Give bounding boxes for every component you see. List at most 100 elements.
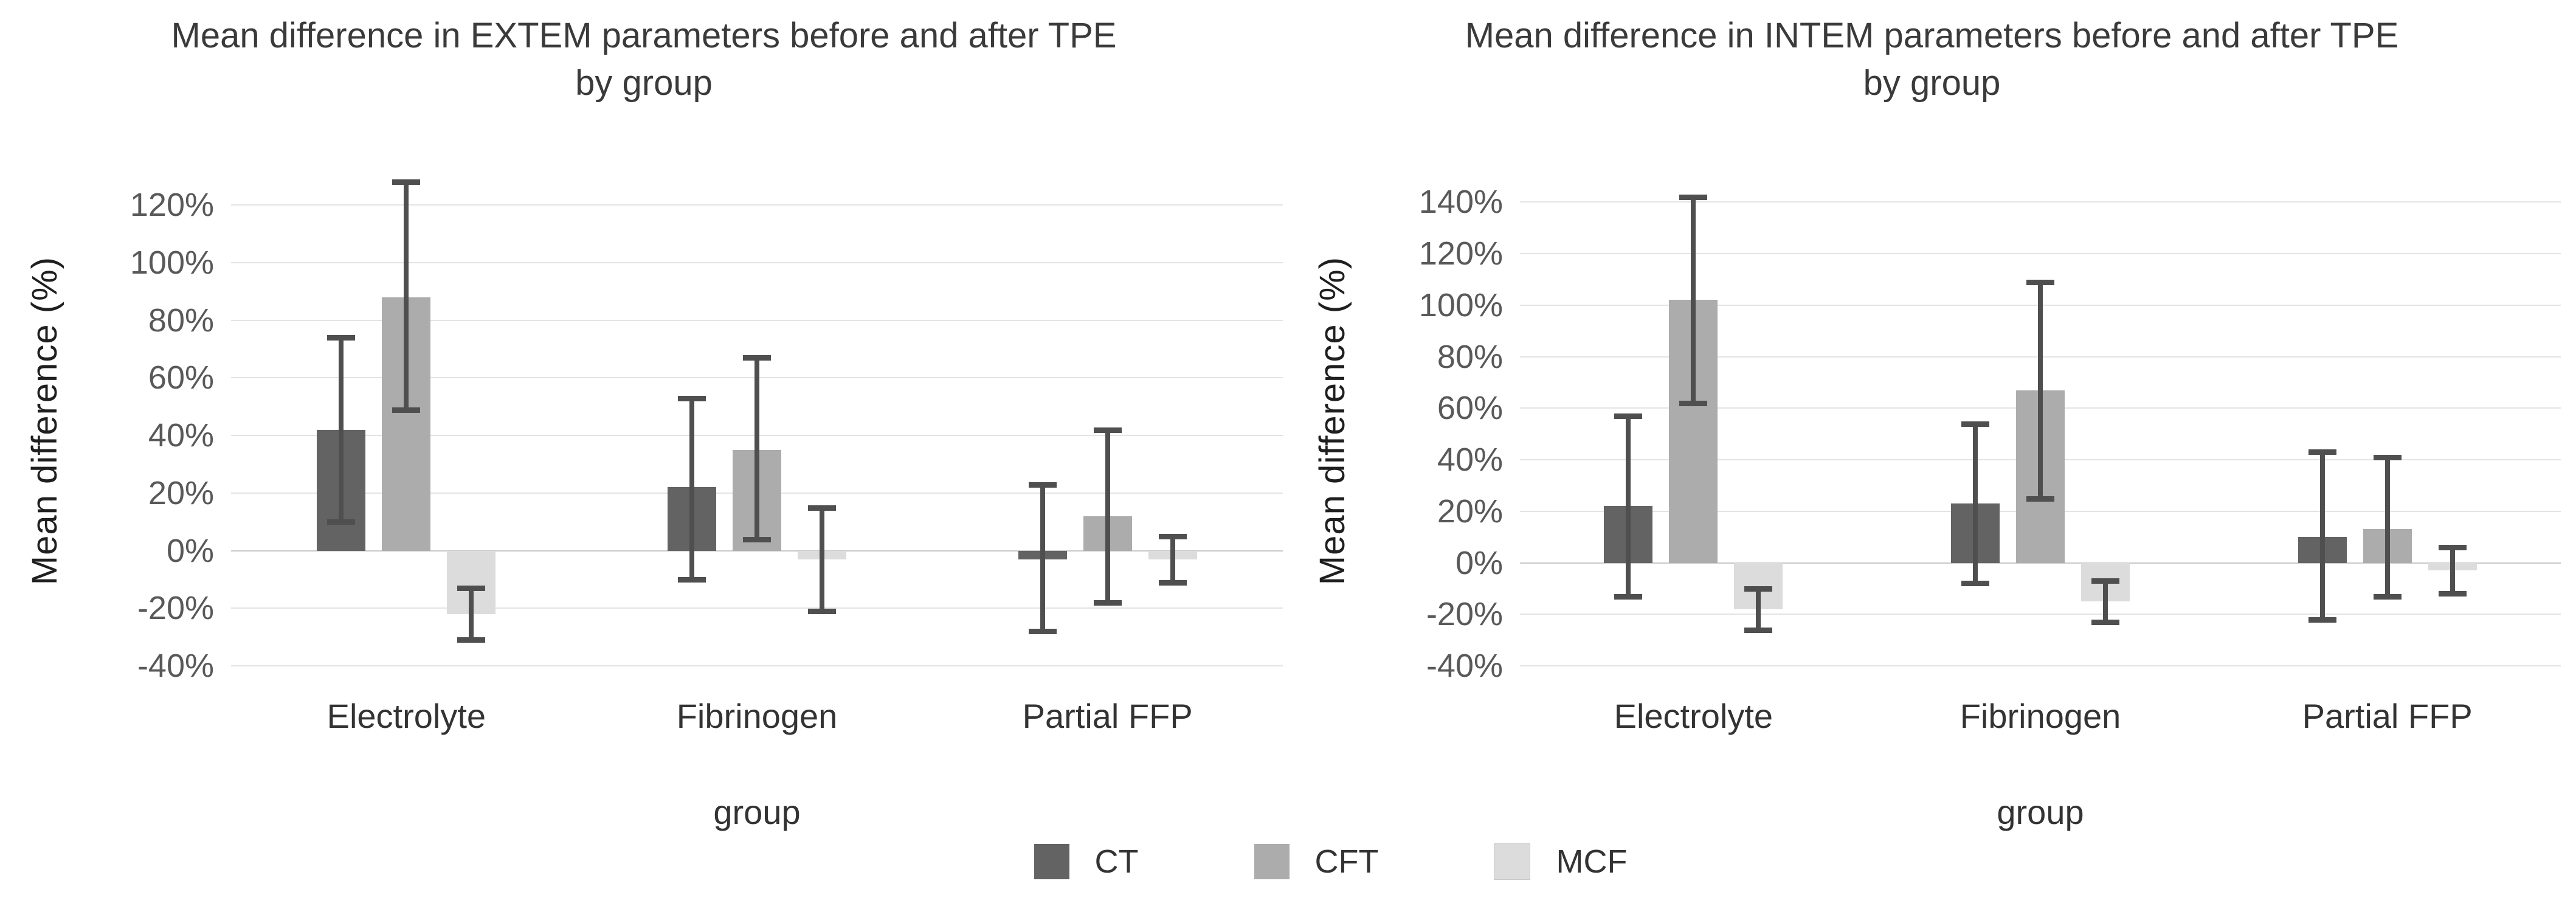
y-tick-label: 80% bbox=[148, 302, 214, 339]
error-bar-cap bbox=[1093, 600, 1122, 606]
error-bar-cap bbox=[457, 586, 486, 592]
plot-area bbox=[231, 176, 1283, 666]
error-bar bbox=[2319, 452, 2325, 620]
category-label: Fibrinogen bbox=[1960, 697, 2121, 735]
category-label: Partial FFP bbox=[2302, 697, 2473, 735]
legend-item-ct: CT bbox=[1034, 843, 1139, 880]
plot-area bbox=[1520, 176, 2561, 666]
error-bar bbox=[1756, 588, 1761, 630]
error-bar bbox=[1105, 429, 1110, 603]
gridline bbox=[231, 665, 1283, 666]
error-bar-cap bbox=[808, 609, 836, 615]
legend: CT CFT MCF bbox=[85, 843, 2576, 880]
error-bar-cap bbox=[327, 335, 356, 341]
error-bar bbox=[820, 507, 824, 612]
y-tick-label: 20% bbox=[148, 474, 214, 511]
error-bar bbox=[1170, 536, 1175, 583]
legend-item-mcf: MCF bbox=[1494, 843, 1627, 880]
y-tick-label: 100% bbox=[1418, 286, 1503, 323]
error-bar-cap bbox=[743, 536, 771, 542]
gridline bbox=[1520, 253, 2561, 255]
chart-title-line1: Mean difference in INTEM parameters befo… bbox=[1465, 16, 2399, 55]
chart-title-line2: by group bbox=[575, 63, 713, 103]
extem-chart: Mean difference in EXTEM parameters befo… bbox=[0, 0, 1288, 833]
gridline bbox=[1520, 665, 2561, 666]
chart-title: Mean difference in EXTEM parameters befo… bbox=[0, 12, 1288, 107]
error-bar bbox=[754, 358, 759, 539]
ct-swatch-icon bbox=[1034, 844, 1069, 879]
gridline bbox=[1520, 614, 2561, 615]
y-tick-label: 80% bbox=[1437, 338, 1503, 375]
error-bar bbox=[689, 398, 694, 579]
error-bar bbox=[339, 337, 344, 522]
gridline bbox=[1520, 201, 2561, 203]
cft-swatch-icon bbox=[1254, 844, 1290, 879]
error-bar-cap bbox=[2091, 578, 2119, 584]
category-label: Electrolyte bbox=[326, 697, 486, 735]
error-bar-cap bbox=[2438, 545, 2467, 551]
x-axis-title: group bbox=[713, 793, 801, 831]
gridline bbox=[231, 262, 1283, 264]
error-bar-cap bbox=[392, 179, 421, 185]
gridline bbox=[231, 607, 1283, 609]
error-bar-cap bbox=[2308, 617, 2336, 623]
error-bar bbox=[2384, 457, 2390, 597]
error-bar bbox=[1973, 423, 1978, 584]
y-tick-label: 0% bbox=[1455, 544, 1503, 581]
error-bar-cap bbox=[392, 407, 421, 413]
legend-label-mcf: MCF bbox=[1556, 843, 1628, 880]
error-bar-cap bbox=[1961, 581, 1989, 587]
y-tick-label: 120% bbox=[129, 187, 214, 224]
error-bar-cap bbox=[1614, 593, 1643, 600]
error-bar-cap bbox=[1744, 586, 1773, 592]
error-bar bbox=[2103, 581, 2108, 622]
error-bar-cap bbox=[2373, 454, 2402, 460]
error-bar-cap bbox=[1961, 421, 1989, 427]
error-bar-cap bbox=[1614, 413, 1643, 420]
chart-title: Mean difference in INTEM parameters befo… bbox=[1288, 12, 2576, 107]
error-bar bbox=[404, 182, 409, 410]
y-tick-label: 100% bbox=[129, 244, 214, 282]
y-tick-label: -40% bbox=[137, 648, 214, 684]
error-bar-cap bbox=[1028, 629, 1057, 635]
zero-gridline bbox=[231, 550, 1283, 552]
error-bar-cap bbox=[678, 576, 706, 583]
y-tick-label: 60% bbox=[148, 359, 214, 396]
y-tick-label: 0% bbox=[166, 532, 214, 569]
error-bar-cap bbox=[1158, 533, 1187, 539]
error-bar-cap bbox=[1679, 194, 1708, 200]
error-bar-cap bbox=[678, 395, 706, 401]
y-tick-label: 40% bbox=[1437, 441, 1503, 479]
error-bar-cap bbox=[808, 505, 836, 511]
error-bar-cap bbox=[2026, 496, 2054, 502]
error-bar bbox=[469, 588, 474, 640]
error-bar-cap bbox=[743, 355, 771, 361]
error-bar-cap bbox=[327, 519, 356, 525]
legend-label-ct: CT bbox=[1094, 843, 1139, 880]
error-bar-cap bbox=[2373, 593, 2402, 600]
legend-item-cft: CFT bbox=[1254, 843, 1378, 880]
error-bar-cap bbox=[457, 637, 486, 643]
y-tick-label: 120% bbox=[1418, 235, 1503, 272]
intem-chart: Mean difference in INTEM parameters befo… bbox=[1288, 0, 2576, 833]
error-bar-cap bbox=[2026, 279, 2054, 285]
gridline bbox=[231, 204, 1283, 206]
error-bar bbox=[2038, 282, 2043, 499]
y-tick-label: 20% bbox=[1437, 493, 1503, 530]
y-tick-label: 40% bbox=[148, 417, 214, 454]
chart-title-line2: by group bbox=[1863, 63, 2001, 103]
error-bar-cap bbox=[2438, 591, 2467, 597]
x-axis-title: group bbox=[1997, 793, 2084, 831]
category-label: Partial FFP bbox=[1022, 697, 1193, 735]
y-tick-label: 60% bbox=[1437, 390, 1503, 427]
chart-title-line1: Mean difference in EXTEM parameters befo… bbox=[171, 16, 1117, 55]
error-bar bbox=[1626, 416, 1631, 597]
error-bar bbox=[1040, 484, 1045, 632]
y-tick-label: -20% bbox=[1426, 596, 1503, 633]
error-bar-cap bbox=[1679, 400, 1708, 406]
error-bar-cap bbox=[2308, 449, 2336, 455]
error-bar-cap bbox=[1158, 579, 1187, 586]
error-bar bbox=[2450, 547, 2455, 594]
category-label: Fibrinogen bbox=[676, 697, 838, 735]
